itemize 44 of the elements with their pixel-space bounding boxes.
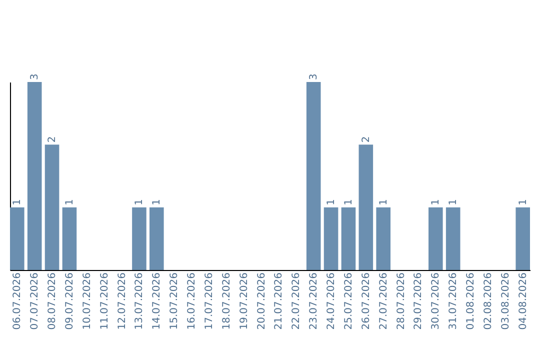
data-label: 1 xyxy=(12,198,24,206)
x-tick-label: 02.08.2026 xyxy=(482,272,494,330)
x-tick-label: 19.07.2026 xyxy=(238,272,250,330)
x-tick-label: 29.07.2026 xyxy=(413,272,424,330)
data-label: 1 xyxy=(64,198,76,206)
x-tick-label: 01.08.2026 xyxy=(466,272,477,330)
data-label: 1 xyxy=(326,198,338,206)
x-tick-label: 13.07.2026 xyxy=(134,272,146,330)
x-tick-label: 04.08.2026 xyxy=(518,272,529,330)
data-label: 1 xyxy=(448,198,460,206)
data-label: 1 xyxy=(343,198,354,206)
x-tick-label: 21.07.2026 xyxy=(274,272,285,330)
x-tick-label: 23.07.2026 xyxy=(308,272,320,330)
data-label: 3 xyxy=(30,74,41,80)
x-tick-label: 07.07.2026 xyxy=(30,272,41,330)
x-tick-label: 30.07.2026 xyxy=(430,272,442,330)
x-tick-label: 12.07.2026 xyxy=(116,272,128,330)
data-label: 1 xyxy=(378,198,390,206)
x-tick-label: 03.08.2026 xyxy=(500,272,512,330)
x-tick-label: 24.07.2026 xyxy=(326,272,338,330)
data-label: 1 xyxy=(152,198,163,206)
data-label: 3 xyxy=(308,74,320,80)
x-tick-label: 28.07.2026 xyxy=(396,272,407,330)
data-label: 1 xyxy=(430,198,442,206)
x-tick-label: 11.07.2026 xyxy=(99,272,110,330)
x-tick-label: 09.07.2026 xyxy=(64,272,76,330)
x-tick-label: 15.07.2026 xyxy=(169,272,180,330)
x-tick-label: 06.07.2026 xyxy=(12,272,24,330)
x-tick-label: 26.07.2026 xyxy=(360,272,372,330)
x-tick-label: 25.07.2026 xyxy=(343,272,354,330)
x-tick-label: 17.07.2026 xyxy=(204,272,215,330)
x-tick-label: 27.07.2026 xyxy=(378,272,390,330)
x-tick-label: 22.07.2026 xyxy=(291,272,302,330)
x-tick-label: 20.07.2026 xyxy=(256,272,268,330)
data-label: 2 xyxy=(360,136,372,143)
data-label: 1 xyxy=(518,198,529,206)
x-tick-label: 16.07.2026 xyxy=(186,272,198,330)
data-label: 2 xyxy=(47,136,58,143)
x-tick-label: 10.07.2026 xyxy=(82,272,93,330)
x-tick-label: 18.07.2026 xyxy=(221,272,232,330)
x-tick-label: 14.07.2026 xyxy=(152,272,163,330)
x-tick-label: 31.07.2026 xyxy=(448,272,460,330)
x-tick-label: 08.07.2026 xyxy=(47,272,58,330)
data-label: 1 xyxy=(134,198,146,206)
